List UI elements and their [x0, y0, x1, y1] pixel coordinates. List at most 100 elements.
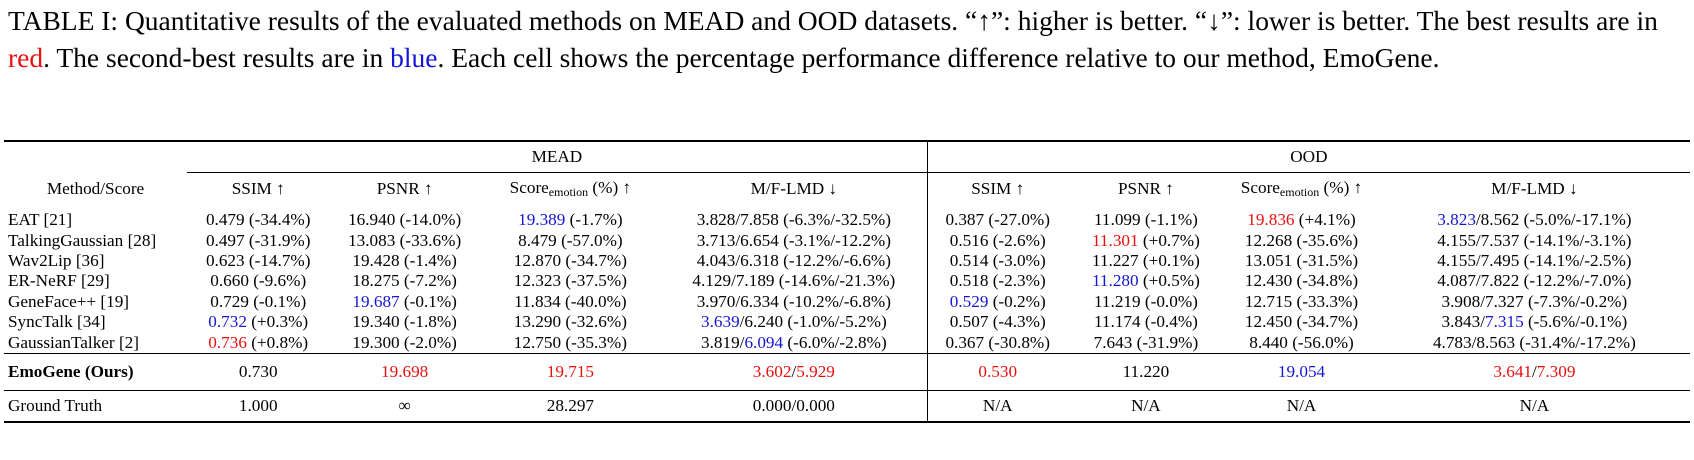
table-cell: 0.387 (-27.0%) — [926, 205, 1068, 231]
table-cell: 12.268 (-35.6%) — [1224, 230, 1379, 250]
table-cell: 11.220 — [1067, 352, 1225, 391]
table-cell: 11.834 (-40.0%) — [480, 292, 661, 312]
cell-text: 3.908/7.327 (-7.3%/-0.2%) — [1441, 291, 1628, 311]
cell-text: (+0.8%) — [246, 332, 309, 352]
cell-text: 11.220 — [1122, 361, 1170, 381]
cell-text: 0.732 — [208, 312, 247, 332]
table-cell: 0.507 (-4.3%) — [926, 311, 1068, 333]
table-cell: 19.300 (-2.0%) — [329, 332, 479, 353]
caption-text-1: TABLE I: Quantitative results of the eva… — [8, 5, 1658, 36]
cell-text: 0.516 (-2.6%) — [949, 230, 1046, 250]
table-row-ground-truth: Ground Truth 1.000 ∞ 28.297 0.000/0.000 N/A N/… — [4, 389, 1690, 423]
table-cell: 3.639/6.240 (-1.0%/-5.2%) — [661, 312, 927, 332]
table-cell: 12.323 (-37.5%) — [480, 271, 661, 291]
metric-header-text: PSNR ↑ — [376, 179, 433, 198]
cell-text: N/A — [1131, 395, 1161, 415]
caption-red-word: red — [8, 42, 44, 73]
method-name: EmoGene (Ours) — [4, 352, 188, 391]
cell-text: 3.641 — [1493, 361, 1532, 381]
cell-text: 0.514 (-3.0%) — [949, 250, 1046, 270]
metric-header-suffix: (%) ↑ — [1319, 178, 1363, 197]
cell-text: 0.660 (-9.6%) — [210, 271, 307, 291]
caption-text-3: . Each cell shows the percentage perform… — [437, 42, 1440, 73]
cell-text: 12.715 (-33.3%) — [1244, 291, 1359, 311]
table-cell: 13.083 (-33.6%) — [329, 230, 479, 250]
cell-text: 4.087/7.822 (-12.2%/-7.0%) — [1437, 271, 1632, 291]
cell-text: 3.713/6.654 (-3.1%/-12.2%) — [696, 230, 891, 250]
table-cell: 19.054 — [1224, 352, 1379, 391]
cell-text: 3.970/6.334 (-10.2%/-6.8%) — [696, 291, 891, 311]
table-cell: 0.729 (-0.1%) — [187, 292, 329, 312]
table-cell: 0.730 — [187, 352, 330, 391]
cell-text: 11.301 — [1091, 230, 1139, 250]
cell-text: 12.268 (-35.6%) — [1244, 230, 1359, 250]
metric-header-subscript: emotion — [1279, 185, 1320, 199]
cell-text: 3.602 — [752, 361, 792, 381]
cell-text: 3.639 — [700, 312, 740, 332]
metric-header-0: SSIM ↑ — [187, 172, 330, 205]
metric-header-4: SSIM ↑ — [926, 172, 1068, 205]
cell-text: (+4.1%) — [1294, 210, 1356, 230]
cell-text: 4.783/8.563 (-31.4%/-17.2%) — [1432, 332, 1636, 352]
table-cell: 0.530 — [926, 352, 1068, 391]
cell-text: 13.290 (-32.6%) — [513, 312, 627, 332]
cell-text: 19.054 — [1277, 361, 1326, 381]
cell-text: 12.323 (-37.5%) — [513, 271, 627, 291]
table-cell: 0.367 (-30.8%) — [926, 332, 1068, 354]
cell-text: 4.155/7.537 (-14.1%/-3.1%) — [1437, 230, 1632, 250]
results-table: MEAD OOD Method/Score SSIM ↑ PSNR ↑ Scoree… — [4, 140, 1690, 423]
cell-text: 11.219 (-0.0%) — [1093, 291, 1198, 311]
method-name: TalkingGaussian [28] — [8, 230, 157, 250]
cell-text: ∞ — [398, 395, 411, 415]
table-cell: 0.518 (-2.3%) — [926, 271, 1068, 292]
table-row-ours: EmoGene (Ours) 0.730 19.698 19.715 3.602/5.9… — [4, 352, 1690, 391]
metric-header-text: SSIM ↑ — [231, 179, 285, 198]
table-cell: 1.000 — [187, 389, 330, 423]
cell-text: 7.315 — [1484, 312, 1524, 332]
cell-text: (+0.7%) — [1138, 230, 1200, 250]
metric-header-subscript: emotion — [548, 185, 589, 199]
metric-header-text: Score — [509, 178, 549, 197]
cell-text: 19.836 — [1247, 210, 1295, 230]
cell-text: 4.129/7.189 (-14.6%/-21.3%) — [692, 271, 896, 291]
table-cell: 3.819/6.094 (-6.0%/-2.8%) — [661, 332, 927, 353]
table-cell: 4.155/7.537 (-14.1%/-3.1%) — [1379, 230, 1690, 250]
cell-text: 4.155/7.495 (-14.1%/-2.5%) — [1437, 250, 1632, 270]
table-cell: 12.450 (-34.7%) — [1224, 312, 1379, 332]
cell-text: 3.823 — [1437, 210, 1476, 230]
cell-text: / — [1532, 361, 1537, 381]
caption-text-2: . The second-best results are in — [43, 42, 391, 73]
table-cell: 11.280 (+0.5%) — [1068, 271, 1225, 291]
table-body: EAT [21] 0.479 (-34.4%) 16.940 (-14.0%) 19.… — [4, 205, 1690, 423]
table-cell: 12.750 (-35.3%) — [480, 332, 661, 353]
table-cell: 0.479 (-34.4%) — [187, 205, 329, 230]
table-cell: 8.479 (-57.0%) — [480, 230, 661, 250]
table-cell: 0.736 (+0.8%) — [187, 332, 329, 353]
cell-text: 3.819/ — [700, 332, 745, 352]
metric-header-2: Scoreemotion (%) ↑ — [479, 172, 661, 205]
table-cell: ∞ — [329, 389, 480, 423]
cell-text: 6.094 — [744, 332, 784, 352]
table-cell: 18.275 (-7.2%) — [329, 271, 479, 291]
cell-text: (-0.1%) — [399, 291, 457, 311]
cell-text: 0.736 — [208, 332, 247, 352]
cell-text: / — [791, 361, 797, 381]
table-cell: 11.174 (-0.4%) — [1068, 312, 1225, 332]
metric-header-suffix: (%) ↑ — [588, 178, 632, 197]
table-cell: 19.698 — [329, 352, 480, 391]
table-cell: 4.087/7.822 (-12.2%/-7.0%) — [1379, 271, 1690, 291]
cell-text: 5.929 — [796, 361, 835, 381]
table-cell: 19.389 (-1.7%) — [480, 205, 661, 230]
table-cell: 0.000/0.000 — [660, 389, 928, 423]
table-cell: 0.623 (-14.7%) — [187, 251, 329, 271]
metric-header-5: PSNR ↑ — [1067, 172, 1225, 205]
cell-text: (+0.3%) — [246, 312, 309, 332]
table-cell: 3.908/7.327 (-7.3%/-0.2%) — [1379, 292, 1690, 312]
table-cell: 13.290 (-32.6%) — [480, 312, 661, 332]
cell-text: N/A — [1286, 395, 1317, 415]
cell-text: N/A — [1519, 395, 1550, 415]
table-cell: 0.529 (-0.2%) — [926, 291, 1068, 312]
cell-text: 19.687 — [352, 291, 400, 311]
table-cell: 8.440 (-56.0%) — [1224, 332, 1379, 353]
table-row: ER-NeRF [29] 0.660 (-9.6%) 18.275 (-7.2%) 1… — [4, 271, 1690, 292]
